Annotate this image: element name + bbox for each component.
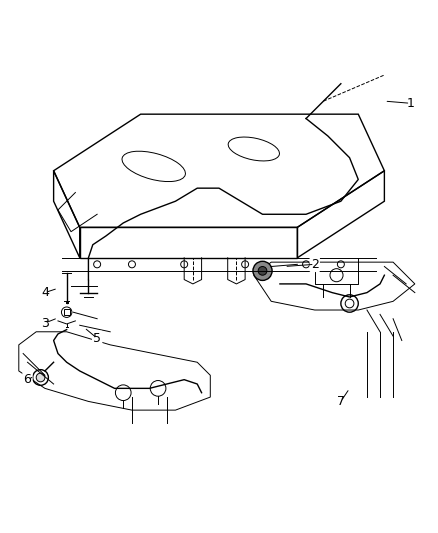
Text: 5: 5 [93,332,101,345]
Bar [64,309,70,315]
Text: 3: 3 [41,317,49,329]
Circle shape [36,373,45,382]
Circle shape [253,261,272,280]
Text: 4: 4 [41,286,49,299]
Text: 2: 2 [311,258,319,271]
Text: 6: 6 [24,373,32,386]
Text: 1: 1 [406,97,414,110]
Text: 7: 7 [337,395,345,408]
Circle shape [258,266,267,275]
